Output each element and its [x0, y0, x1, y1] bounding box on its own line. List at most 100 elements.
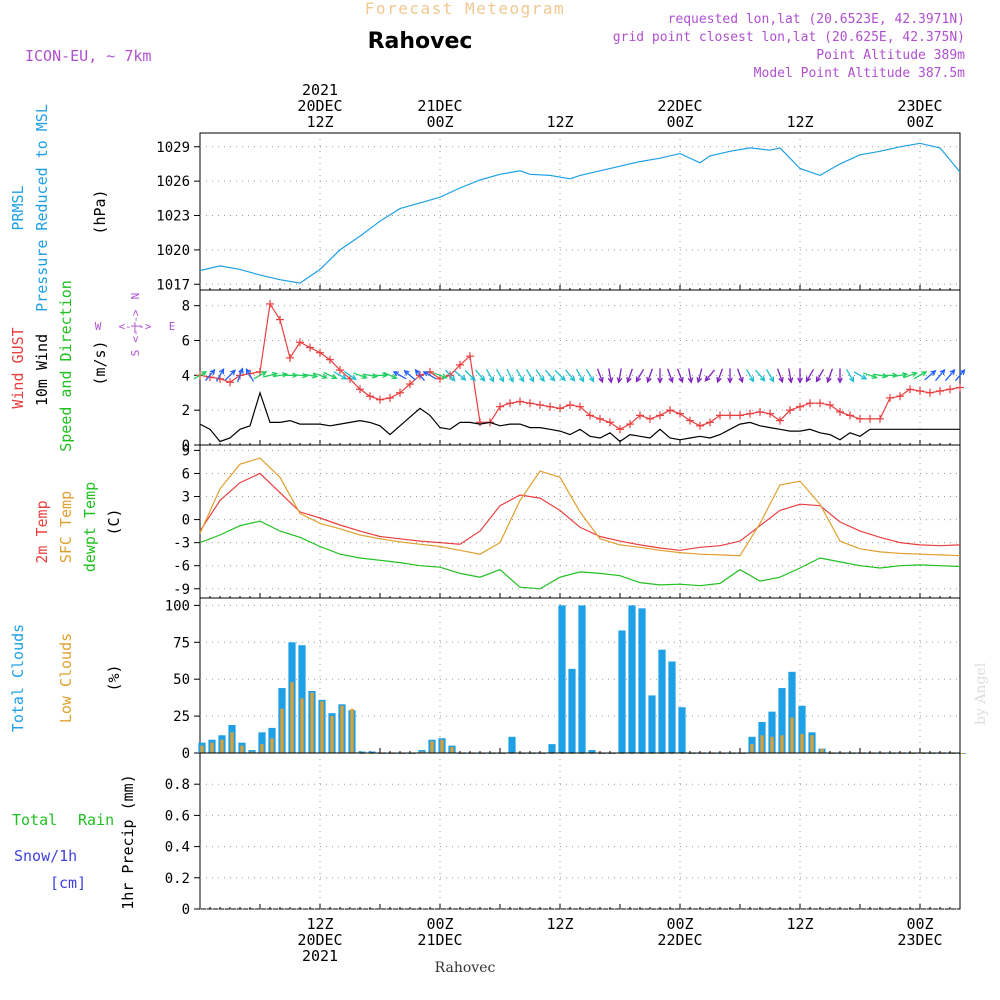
time-label-bottom: 21DEC: [417, 931, 462, 949]
time-label-top: 21DEC: [417, 97, 462, 115]
wind-direction-arrow: [955, 368, 966, 382]
gust-marker: [456, 360, 464, 369]
temperature-line-2m-temp: [199, 472, 961, 551]
wind-direction-arrow: [845, 368, 855, 383]
clouds-bar-total: [588, 750, 596, 753]
wind-arrow-shaft: [253, 371, 267, 380]
clouds-bar-total: [358, 751, 366, 753]
wind-direction-arrow: [755, 369, 766, 382]
temp-label-2m: 2m Temp: [33, 500, 51, 563]
gust-marker: [926, 388, 934, 397]
gust-marker: [566, 400, 574, 409]
wind-arrow-head: [569, 375, 576, 382]
wind-label-10m: 10m Wind: [33, 334, 51, 406]
gust-marker: [646, 414, 654, 423]
wind-arrow-head: [837, 377, 843, 384]
wind-ytick-label: 2: [182, 403, 190, 419]
wind-direction-arrow: [454, 370, 467, 381]
time-label-top: 00Z: [906, 113, 933, 131]
wind-arrow-head: [350, 374, 357, 381]
time-label-bottom: 23DEC: [897, 931, 942, 949]
wind-arrow-head: [588, 376, 595, 383]
wind-direction-arrow: [913, 371, 928, 380]
clouds-bar-low: [290, 682, 294, 753]
clouds-bar-low: [240, 745, 244, 753]
clouds-ytick-label: 50: [173, 672, 190, 688]
wind-direction-arrow: [245, 368, 255, 382]
pressure-label-msl: Pressure Reduced to MSL: [33, 104, 51, 312]
gust-marker: [506, 399, 514, 408]
wind-arrow-shaft: [697, 368, 703, 383]
time-label-bottom: 22DEC: [657, 931, 702, 949]
gust-marker: [836, 407, 844, 416]
wind-direction-arrow: [343, 370, 357, 381]
wind-arrow-head: [778, 376, 784, 384]
wind-arrow-shaft: [445, 369, 455, 382]
time-label-bottom: 00Z: [666, 915, 693, 933]
wind-arrow-head: [341, 374, 348, 380]
time-label-top: 00Z: [666, 113, 693, 131]
wind-arrow-shaft: [736, 368, 744, 383]
wind-direction-arrow: [776, 368, 784, 384]
wind-direction-arrow: [193, 371, 208, 380]
clouds-bar-total: [368, 751, 376, 753]
wind-arrow-head: [759, 375, 766, 382]
wind-arrow-head: [939, 368, 946, 375]
clouds-bar-total: [638, 608, 646, 753]
cloud-label-total: Total Clouds: [9, 624, 27, 732]
pressure-ytick-label: 1026: [156, 174, 190, 190]
wind-direction-arrow: [253, 371, 268, 380]
clouds-bar-low: [210, 742, 214, 753]
wind-arrow-head: [616, 377, 623, 384]
wind-arrow-head: [331, 373, 338, 380]
cloud-unit: (%): [105, 664, 123, 691]
wind-ytick-label: 8: [182, 299, 190, 315]
wind-direction-arrow: [924, 369, 937, 381]
top-title: Forecast Meteogram: [365, 0, 565, 18]
clouds-bar-low: [430, 741, 434, 753]
temperature-line-sfc-temp: [199, 457, 961, 557]
wind-direction-arrow: [815, 368, 825, 383]
clouds-ytick-label: 75: [173, 635, 190, 651]
clouds-bar-low: [270, 738, 274, 753]
point-altitude: Point Altitude 389m: [816, 48, 965, 63]
gust-marker: [356, 385, 364, 394]
temperature-ytick-label: -6: [173, 559, 190, 575]
gust-marker: [636, 411, 644, 420]
clouds-bar-total: [258, 732, 266, 753]
clouds-bar-total: [658, 649, 666, 753]
wind-label-gust: Wind GUST: [9, 327, 27, 408]
pressure-label-prmsl: PRMSL: [9, 185, 27, 230]
wind-direction-arrow: [872, 373, 889, 379]
clouds-bar-low: [350, 708, 354, 753]
clouds-bar-low: [820, 748, 824, 753]
gust-marker: [366, 392, 374, 401]
wind-arrow-shaft: [666, 368, 674, 383]
gust-marker: [936, 387, 944, 396]
gust-marker: [906, 385, 914, 394]
wind-arrow-shaft: [676, 368, 684, 383]
wind-direction-arrow: [727, 368, 733, 384]
wind-direction-arrow: [313, 372, 328, 379]
gust-marker: [466, 352, 474, 361]
wind-direction-arrow: [403, 369, 416, 381]
precip-label-snow: Snow/1h: [14, 847, 77, 865]
wind-direction-arrow: [716, 368, 724, 384]
wind-direction-arrow: [333, 371, 348, 380]
wind-arrow-shaft: [236, 368, 244, 383]
wind-arrow-head: [508, 376, 514, 383]
wind-direction-arrow: [362, 373, 379, 379]
wind-arrow-shaft: [635, 368, 645, 382]
precip-ytick-label: 0.4: [165, 840, 190, 856]
gust-marker: [616, 425, 624, 434]
wind-arrow-head: [261, 371, 268, 377]
wind-direction-arrow: [392, 371, 407, 380]
wind-direction-arrow: [224, 369, 236, 381]
wind-ytick-label: 0: [182, 438, 190, 454]
grid-point-coords: grid point closest lon,lat (20.625E, 42.…: [613, 30, 965, 45]
wind-line-10m-wind: [199, 390, 960, 443]
gust-marker: [746, 409, 754, 418]
time-label-bottom: 12Z: [306, 915, 333, 933]
gust-marker: [586, 411, 594, 420]
